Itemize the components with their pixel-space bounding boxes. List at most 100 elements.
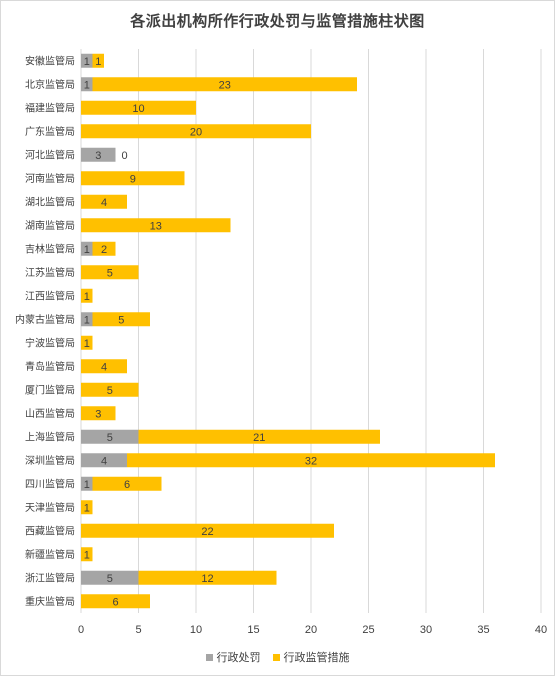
data-label-measures: 13	[150, 220, 162, 232]
data-label-penalty: 5	[107, 573, 113, 585]
category-label: 河北监管局	[25, 148, 75, 161]
bar-measures	[92, 476, 162, 491]
data-label-measures: 20	[190, 126, 202, 138]
bar-measures	[81, 265, 139, 280]
data-label-penalty: 1	[84, 479, 90, 491]
category-label: 广东监管局	[25, 125, 75, 138]
data-label-measures: 0	[122, 150, 128, 162]
category-label: 宁波监管局	[25, 336, 75, 349]
data-label-penalty: 1	[84, 314, 90, 326]
bar-measures	[81, 171, 185, 186]
category-label: 江西监管局	[25, 289, 75, 302]
data-label-measures: 5	[107, 385, 113, 397]
bar-measures	[81, 218, 231, 233]
x-tick-label: 40	[535, 624, 547, 636]
category-label: 内蒙古监管局	[15, 313, 75, 326]
bar-measures	[92, 241, 116, 256]
data-label-measures: 3	[95, 408, 101, 420]
data-label-measures: 2	[101, 244, 107, 256]
data-label-measures: 4	[101, 361, 107, 373]
bar-penalty	[81, 312, 93, 327]
data-label-measures: 5	[118, 314, 124, 326]
legend-item-penalty: 行政处罚	[205, 649, 261, 665]
data-label-penalty: 3	[95, 150, 101, 162]
bar-measures	[81, 288, 93, 303]
category-label: 山西监管局	[25, 407, 75, 420]
bar-measures	[92, 53, 104, 68]
data-label-measures: 22	[201, 526, 213, 538]
x-tick-label: 20	[305, 624, 317, 636]
data-label-measures: 6	[124, 479, 130, 491]
data-label-penalty: 1	[84, 244, 90, 256]
bar-measures	[138, 570, 277, 585]
data-label-measures: 4	[101, 197, 107, 209]
bar-measures	[81, 124, 311, 139]
bar-penalty	[81, 77, 93, 92]
data-label-measures: 1	[84, 291, 90, 303]
data-label-penalty: 5	[107, 432, 113, 444]
bar-penalty	[81, 429, 139, 444]
data-label-measures: 1	[84, 338, 90, 350]
data-label-penalty: 4	[101, 455, 107, 467]
data-label-measures: 21	[253, 432, 265, 444]
data-label-measures: 6	[112, 596, 118, 608]
category-label: 青岛监管局	[25, 360, 75, 373]
data-label-measures: 12	[201, 573, 213, 585]
bar-measures	[127, 453, 495, 468]
data-label-measures: 1	[84, 549, 90, 561]
category-label: 新疆监管局	[25, 548, 75, 561]
x-tick-label: 25	[362, 624, 374, 636]
category-label: 吉林监管局	[25, 242, 75, 255]
bar-measures	[81, 335, 93, 350]
bar-measures	[81, 100, 196, 115]
bar-penalty	[81, 147, 116, 162]
bar-penalty	[81, 570, 139, 585]
category-label: 湖北监管局	[25, 195, 75, 208]
bar-penalty	[81, 453, 127, 468]
category-label: 北京监管局	[25, 78, 75, 91]
x-tick-label: 10	[190, 624, 202, 636]
legend-item-measures: 行政监管措施	[272, 649, 350, 665]
category-label: 厦门监管局	[25, 383, 75, 396]
data-label-measures: 5	[107, 267, 113, 279]
bar-penalty	[81, 53, 93, 68]
legend-label-measures: 行政监管措施	[283, 651, 350, 664]
bar-measures	[81, 194, 127, 209]
category-label: 福建监管局	[25, 101, 75, 114]
data-label-measures: 9	[130, 173, 136, 185]
category-label: 浙江监管局	[25, 571, 75, 584]
category-label: 重庆监管局	[25, 595, 75, 608]
x-tick-label: 15	[247, 624, 259, 636]
category-label: 深圳监管局	[25, 454, 75, 467]
data-label-penalty: 1	[84, 79, 90, 91]
data-label-measures: 23	[219, 79, 231, 91]
x-tick-label: 0	[78, 624, 84, 636]
category-label: 河南监管局	[25, 172, 75, 185]
legend: 行政处罚 行政监管措施	[1, 649, 554, 665]
x-tick-label: 5	[135, 624, 141, 636]
data-label-measures: 1	[84, 502, 90, 514]
category-label: 上海监管局	[25, 430, 75, 443]
bar-measures	[81, 500, 93, 515]
category-label: 湖南监管局	[25, 219, 75, 232]
bar-measures	[138, 429, 380, 444]
bar-measures	[81, 382, 139, 397]
legend-label-penalty: 行政处罚	[216, 651, 261, 664]
bar-penalty	[81, 476, 93, 491]
bar-measures	[81, 359, 127, 374]
x-tick-label: 30	[420, 624, 432, 636]
data-label-measures: 1	[95, 56, 101, 68]
category-label: 天津监管局	[25, 501, 75, 514]
category-label: 安徽监管局	[25, 54, 75, 67]
x-tick-label: 35	[477, 624, 489, 636]
category-label: 西藏监管局	[25, 524, 75, 537]
chart-title: 各派出机构所作行政处罚与监管措施柱状图	[130, 12, 425, 30]
data-label-penalty: 1	[84, 56, 90, 68]
bar-measures	[81, 523, 334, 538]
data-label-measures: 10	[132, 103, 144, 115]
category-label: 江苏监管局	[25, 266, 75, 279]
legend-swatch-measures	[272, 653, 280, 661]
bar-measures	[92, 77, 357, 92]
